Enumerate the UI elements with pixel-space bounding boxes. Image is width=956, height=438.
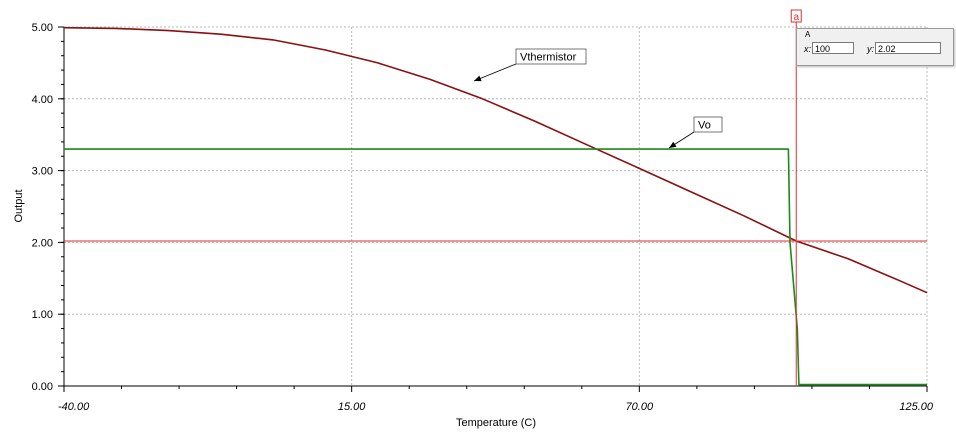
cursor-x-field[interactable]: 100 — [812, 42, 854, 54]
callouts: Vthermistor Vo — [473, 48, 723, 149]
x-axis-title: Temperature (C) — [456, 417, 536, 429]
y-tick-label: 4.00 — [32, 94, 53, 106]
cursor-readout-name: A — [805, 30, 811, 39]
y-tick-label: 5.00 — [32, 22, 53, 34]
cursor-tag-label: a — [793, 12, 799, 23]
series-line-vo — [64, 148, 927, 386]
tick-labels: 0.00 1.00 2.00 3.00 4.00 5.00 -40.00 15.00 70.00… — [32, 22, 934, 413]
cursor-x-label: x: — [804, 44, 812, 54]
cursor-tag: a — [790, 9, 802, 23]
y-tick-label: 3.00 — [32, 166, 53, 178]
callout-vthermistor: Vthermistor — [473, 48, 587, 82]
y-axis-title: Output — [13, 189, 25, 222]
axes — [63, 27, 927, 387]
cursor-y-label: y: — [867, 44, 875, 54]
callout-arrowhead — [474, 75, 482, 82]
callout-label: Vo — [698, 120, 711, 132]
cursor-y-field[interactable]: 2.02 — [875, 42, 941, 54]
callout-box — [693, 116, 723, 133]
x-tick-label: 15.00 — [338, 401, 366, 413]
cursor-tag-box — [790, 9, 802, 23]
series-layer — [63, 26, 928, 386]
x-tick-label: 125.00 — [899, 401, 934, 413]
callout-label: Vthermistor — [520, 52, 577, 64]
cursor-layer: a — [64, 9, 927, 386]
y-tick-label: 0.00 — [32, 381, 53, 393]
callout-vo: Vo — [668, 116, 723, 149]
series-line-vthermistor — [63, 26, 928, 294]
callout-box — [515, 48, 587, 65]
y-tick-label: 2.00 — [32, 237, 53, 249]
y-tick-label: 1.00 — [32, 309, 53, 321]
cursor-readout-panel[interactable]: A x: 100 y: 2.02 — [796, 28, 954, 66]
ticks — [58, 26, 928, 392]
callout-arrowhead — [669, 141, 677, 148]
x-tick-label: 70.00 — [626, 401, 654, 413]
x-tick-label: -40.00 — [58, 401, 90, 413]
callout-leader — [473, 63, 517, 82]
